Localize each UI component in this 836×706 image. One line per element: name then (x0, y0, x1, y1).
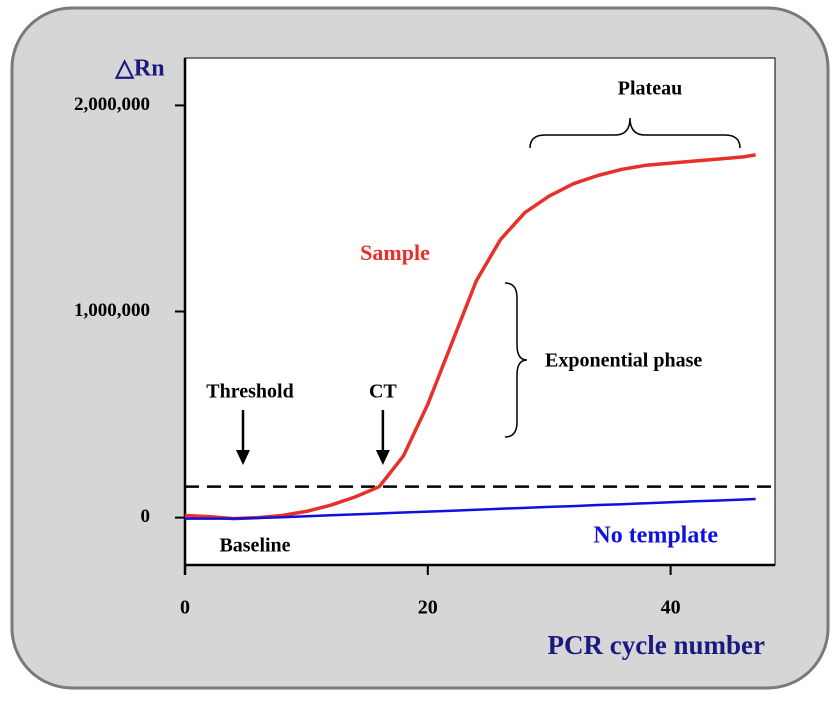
y-tick-label: 2,000,000 (74, 94, 150, 115)
x-tick-label: 40 (661, 597, 681, 619)
ct-arrow-head (375, 450, 390, 465)
x-tick-label: 0 (180, 597, 190, 619)
series-line (185, 497, 756, 520)
threshold-arrow-head (236, 450, 250, 465)
x-tick-label: 20 (418, 597, 438, 619)
plateau-label: Plateau (618, 78, 682, 100)
series-label: Sample (360, 240, 430, 265)
y-axis-label: △Rn (114, 56, 164, 82)
y-tick-label: 0 (141, 506, 151, 527)
series-line (184, 153, 756, 521)
y-tick-label: 1,000,000 (74, 300, 150, 321)
exponential-label: Exponential phase (545, 350, 702, 372)
plateau-brace (529, 117, 741, 149)
exponential-brace (504, 282, 528, 438)
ct-label: CT (369, 381, 397, 403)
series-label: No template (593, 523, 718, 549)
plot-area (184, 57, 776, 566)
threshold-label: Threshold (206, 381, 293, 403)
baseline-label: Baseline (219, 535, 290, 557)
x-axis-label: PCR cycle number (548, 630, 765, 660)
